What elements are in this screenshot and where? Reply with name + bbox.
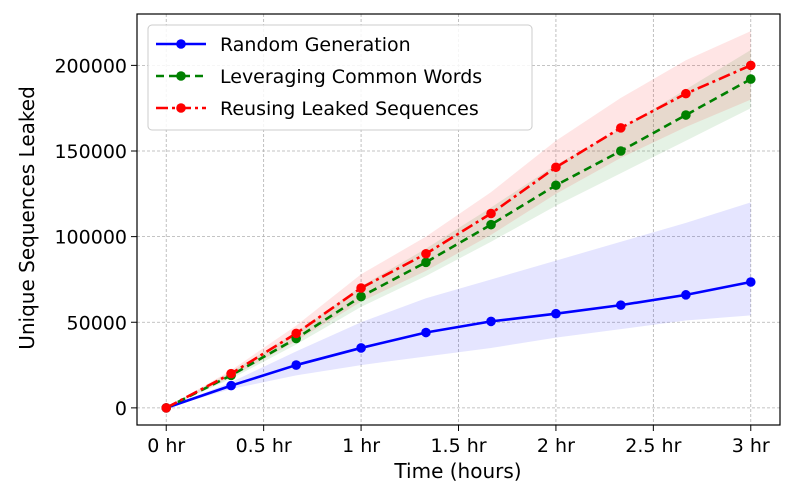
reusing-leaked-sequences-point [356, 283, 366, 293]
y-tick-label: 50000 [67, 312, 127, 334]
random-generation-point [681, 290, 691, 300]
leveraging-common-words-point [356, 291, 366, 302]
confidence-bands [166, 31, 751, 408]
reusing-leaked-sequences-point [745, 60, 756, 71]
y-tick-label: 150000 [54, 141, 127, 163]
reusing-leaked-sequences-line [165, 64, 752, 410]
legend-reusing-leaked-sequences-marker [176, 103, 186, 113]
x-tick-label: 1 hr [342, 435, 380, 457]
random-generation-line [165, 280, 752, 410]
x-tick-label: 2 hr [537, 435, 575, 457]
legend-leveraging-common-words-label: Leveraging Common Words [220, 66, 482, 88]
reusing-leaked-sequences-point [616, 123, 626, 133]
x-tick-label: 1.5 hr [430, 435, 486, 457]
leveraging-common-words-point [551, 180, 561, 191]
leveraging-common-words-point [681, 110, 691, 120]
reusing-leaked-sequences-point [421, 248, 431, 259]
x-tick-label: 2.5 hr [625, 435, 681, 457]
random-generation-point [226, 380, 236, 391]
random-generation-point [486, 316, 496, 327]
random-generation-point [551, 308, 561, 319]
reusing-leaked-sequences-point [551, 162, 561, 173]
leveraging-common-words-point [421, 257, 431, 268]
leveraging-common-words-point [745, 74, 756, 84]
leveraging-common-words-line [165, 77, 752, 410]
reusing-leaked-sequences-point [486, 208, 496, 219]
legend-reusing-leaked-sequences-label: Reusing Leaked Sequences [220, 98, 479, 120]
series-markers [161, 60, 756, 413]
series-lines [165, 64, 752, 410]
random-generation-point [356, 343, 366, 353]
legend-leveraging-common-words-marker [176, 71, 186, 81]
reusing-leaked-sequences-point [161, 403, 172, 413]
x-axis-ticks: 0 hr 0.5 hr 1 hr 1.5 hr 2 hr 2.5 hr 3 hr [147, 425, 770, 457]
random-generation-point [291, 360, 301, 370]
random-generation-band [166, 202, 751, 408]
leveraging-common-words-point [486, 219, 496, 230]
reusing-leaked-sequences-point [681, 88, 691, 99]
y-axis-label: Unique Sequences Leaked [15, 86, 39, 350]
y-axis-ticks: 0 50000 100000 150000 200000 [54, 55, 137, 420]
x-tick-label: 3 hr [732, 435, 770, 457]
x-tick-label: 0 hr [147, 435, 185, 457]
x-axis-label: Time (hours) [393, 459, 521, 483]
legend-box [147, 24, 533, 131]
legend-random-generation-marker [176, 39, 186, 49]
random-generation-point [421, 327, 431, 338]
reusing-leaked-sequences-point [226, 368, 236, 379]
leveraging-common-words-band [166, 49, 751, 408]
legend: Random Generation Leveraging Common Words… [147, 24, 533, 131]
random-generation-point [616, 300, 626, 310]
reusing-leaked-sequences-point [291, 328, 301, 339]
random-generation-point [745, 277, 756, 287]
y-tick-label: 0 [115, 398, 127, 420]
reusing-leaked-sequences-band [166, 31, 751, 408]
y-tick-label: 100000 [54, 227, 127, 249]
legend-random-generation-label: Random Generation [220, 34, 411, 56]
leveraging-common-words-point [616, 146, 626, 156]
y-tick-label: 200000 [54, 55, 127, 77]
x-tick-label: 0.5 hr [236, 435, 292, 457]
